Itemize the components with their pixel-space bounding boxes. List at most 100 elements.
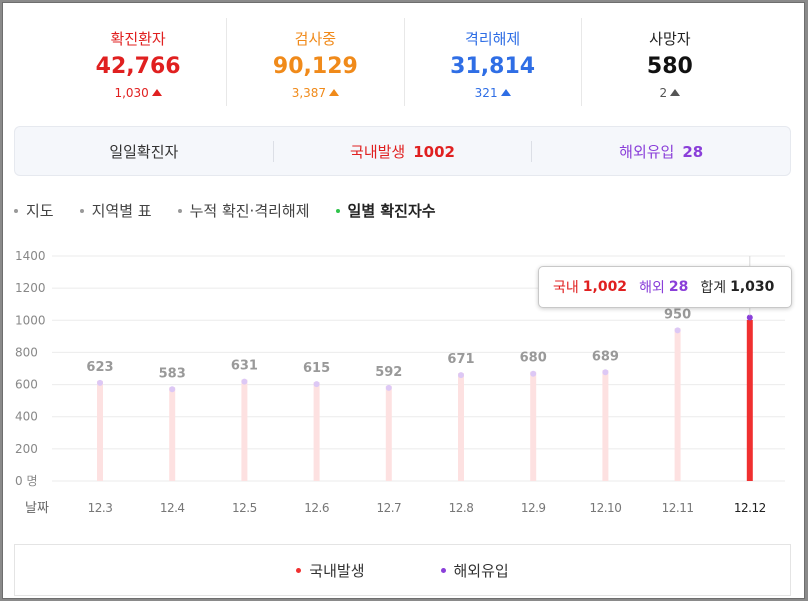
bar-total xyxy=(169,387,176,481)
stat-change-value: 3,387 xyxy=(291,86,327,100)
stat-change-value: 2 xyxy=(659,86,668,100)
legend-domestic[interactable]: 국내발생 xyxy=(296,560,365,581)
stat-label: 확진환자 xyxy=(110,30,166,48)
tooltip-domestic-label: 국내 xyxy=(553,280,579,296)
bar-overseas-cap xyxy=(385,384,392,391)
bullet-icon xyxy=(14,208,18,213)
bullet-icon xyxy=(79,208,84,213)
tab-region-table[interactable]: 지역별 표 xyxy=(79,200,152,221)
y-tick-label: 600 xyxy=(15,378,38,392)
bar-overseas-cap xyxy=(746,314,753,321)
up-triangle-icon xyxy=(151,89,162,96)
bar-overseas-cap xyxy=(530,370,537,377)
stat-change-value: 1,030 xyxy=(114,86,149,100)
daily-domestic-label: 국내발생 xyxy=(350,142,406,161)
stat-testing: 검사중 90,129 3,387 xyxy=(226,18,403,106)
stat-value: 42,766 xyxy=(95,54,181,79)
x-tick-label: 12.4 xyxy=(160,501,185,515)
bullet-icon xyxy=(335,208,340,213)
x-axis-label: 날짜 xyxy=(25,501,49,516)
stat-label: 격리해제 xyxy=(465,30,521,48)
stat-value: 31,814 xyxy=(450,54,536,79)
bar-total xyxy=(385,385,392,481)
bar-overseas-cap xyxy=(602,369,609,376)
data-label: 671 xyxy=(447,352,474,367)
stat-label: 검사중 xyxy=(294,30,337,48)
data-label: 615 xyxy=(303,361,330,376)
y-tick-label: 1000 xyxy=(15,313,46,327)
x-tick-label: 12.7 xyxy=(376,501,401,515)
data-label: 680 xyxy=(520,351,547,366)
x-tick-label: 12.9 xyxy=(521,501,546,515)
bar-overseas-cap xyxy=(97,379,103,386)
stat-confirmed: 확진환자 42,766 1,030 xyxy=(50,18,226,106)
bar-overseas-cap xyxy=(674,327,681,334)
data-label: 950 xyxy=(664,307,691,322)
chart-tabs: 지도 지역별 표 누적 확진·격리해제 일별 확진자수 xyxy=(14,200,462,221)
y-tick-label: 1200 xyxy=(15,281,46,295)
stat-label: 사망자 xyxy=(649,30,691,48)
daily-domestic: 국내발생 1002 xyxy=(272,140,532,162)
stat-change: 1,030 xyxy=(50,86,226,100)
up-triangle-icon xyxy=(500,89,511,96)
y-tick-label: 800 xyxy=(15,345,38,359)
bar-overseas-cap xyxy=(313,381,320,388)
stat-released: 격리해제 31,814 321 xyxy=(403,18,581,106)
bar-total xyxy=(458,373,464,481)
data-label: 623 xyxy=(86,360,113,375)
x-tick-label: 12.11 xyxy=(662,501,694,515)
tooltip-domestic-value: 1,002 xyxy=(582,279,628,295)
daily-overseas-value: 28 xyxy=(682,142,704,161)
x-tick-label: 12.12 xyxy=(734,501,766,515)
y-tick-label: 400 xyxy=(15,410,38,424)
tooltip-total-label: 합계 xyxy=(700,280,727,296)
legend-label: 국내발생 xyxy=(309,561,365,580)
bar-total xyxy=(530,371,537,481)
x-tick-label: 12.8 xyxy=(449,501,474,515)
tab-cumulative[interactable]: 누적 확진·격리해제 xyxy=(177,200,310,221)
x-tick-label: 12.10 xyxy=(589,501,621,515)
tab-label: 일별 확진자수 xyxy=(347,202,436,220)
daily-confirmed-chart: 0 명 200 400 600 800 1000 1200 1400 날짜 623 12.3 583 1… xyxy=(15,249,785,516)
stat-deaths: 사망자 580 2 xyxy=(580,18,758,106)
data-label: 592 xyxy=(375,365,402,380)
daily-overseas-label: 해외유입 xyxy=(619,142,675,161)
y-tick-label: 1400 xyxy=(15,249,46,263)
legend-dot-icon xyxy=(440,567,446,573)
tab-label: 지도 xyxy=(26,202,54,220)
x-tick-label: 12.5 xyxy=(232,501,257,515)
stat-change: 3,387 xyxy=(227,86,403,100)
stat-value: 90,129 xyxy=(272,54,358,79)
tooltip-overseas-value: 28 xyxy=(668,279,689,295)
tab-label: 누적 확진·격리해제 xyxy=(189,202,310,220)
tab-map[interactable]: 지도 xyxy=(14,200,54,221)
bar-domestic xyxy=(746,319,753,481)
daily-confirmed-bar: 일일확진자 국내발생 1002 해외유입 28 xyxy=(14,126,791,176)
up-triangle-icon xyxy=(670,89,681,96)
daily-title: 일일확진자 xyxy=(109,142,179,161)
summary-stats: 확진환자 42,766 1,030 검사중 90,129 3,387 격리해제 … xyxy=(50,18,758,106)
bar-overseas-cap xyxy=(458,372,464,379)
x-tick-label: 12.6 xyxy=(304,501,329,515)
tooltip-overseas-label: 해외 xyxy=(639,280,665,296)
stat-change: 321 xyxy=(405,86,581,100)
daily-overseas: 해외유입 28 xyxy=(531,140,790,162)
chart-tooltip: 국내 1,002 해외 28 합계 1,030 xyxy=(538,266,792,308)
data-label: 631 xyxy=(231,359,258,374)
legend-label: 해외유입 xyxy=(453,561,509,580)
y-tick-label: 200 xyxy=(15,442,38,456)
bullet-icon xyxy=(177,208,182,213)
tab-label: 지역별 표 xyxy=(91,202,152,220)
stat-change: 2 xyxy=(582,86,758,100)
legend-dot-icon xyxy=(296,567,302,573)
legend-overseas[interactable]: 해외유입 xyxy=(440,560,509,581)
daily-domestic-value: 1002 xyxy=(413,142,455,161)
x-tick-label: 12.3 xyxy=(88,501,113,515)
tooltip-total-value: 1,030 xyxy=(730,279,775,295)
data-label: 583 xyxy=(159,366,186,381)
bar-overseas-cap xyxy=(169,386,176,393)
chart-legend: 국내발생 해외유입 xyxy=(14,544,791,596)
y-tick-label: 0 명 xyxy=(15,474,38,488)
tab-daily-confirmed[interactable]: 일별 확진자수 xyxy=(335,200,436,221)
stat-value: 580 xyxy=(646,54,693,79)
